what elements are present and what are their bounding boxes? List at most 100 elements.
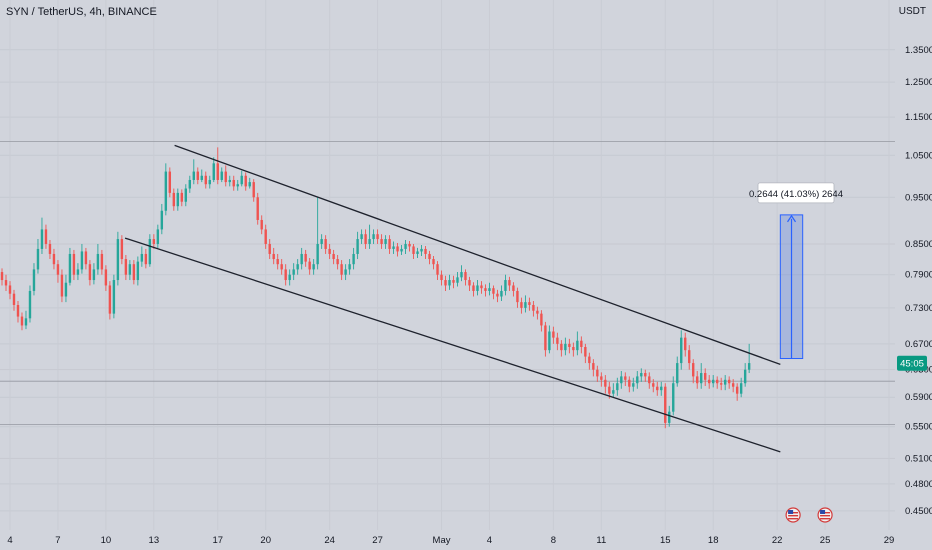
candle-body xyxy=(88,264,92,281)
candle-body xyxy=(208,179,211,185)
candle-body xyxy=(612,390,615,394)
candle-body xyxy=(604,379,607,387)
candle-body xyxy=(508,280,511,286)
candle xyxy=(308,258,311,275)
candle xyxy=(468,276,471,291)
candle xyxy=(324,235,327,254)
symbol-legend[interactable]: SYN / TetherUS, 4h, BINANCE xyxy=(6,6,157,18)
candle-body xyxy=(112,280,116,314)
candle-body xyxy=(144,253,148,265)
y-tick-label: 1.0500 xyxy=(905,150,932,161)
candle xyxy=(108,281,112,320)
candle-body xyxy=(492,288,495,294)
candle-body xyxy=(432,259,435,265)
candle xyxy=(648,372,651,389)
candle-body xyxy=(120,239,124,260)
candle-body xyxy=(664,386,667,423)
candle-body xyxy=(176,192,180,207)
candle xyxy=(380,234,383,249)
candle xyxy=(260,215,263,235)
candle xyxy=(548,325,551,354)
trend-line[interactable] xyxy=(124,237,781,453)
candle xyxy=(708,375,711,389)
candle-body xyxy=(304,253,307,262)
candle-body xyxy=(731,383,735,387)
candle-body xyxy=(380,239,383,244)
candle xyxy=(376,229,379,244)
candle-body xyxy=(464,272,467,281)
price-axis[interactable]: 1.3500 1.2500 1.1500 1.0500 0.9500 0.8500 0.79… xyxy=(897,45,932,517)
current-price-badge[interactable]: 45:05 xyxy=(897,355,927,371)
candle-body xyxy=(719,383,723,385)
candle xyxy=(304,249,307,267)
candle-body xyxy=(280,264,283,270)
candle-body xyxy=(324,239,327,249)
candle-body xyxy=(556,337,559,344)
candle-body xyxy=(727,379,731,384)
candle xyxy=(336,254,339,270)
candle-body xyxy=(204,175,207,185)
candle xyxy=(508,276,511,291)
candle-body xyxy=(360,234,363,240)
candle-body xyxy=(364,234,367,244)
candle xyxy=(248,177,251,189)
candle xyxy=(116,231,120,286)
us-flag-icon[interactable] xyxy=(785,507,801,523)
candle xyxy=(384,235,387,249)
candle xyxy=(396,242,399,257)
candle xyxy=(52,248,56,270)
measure-label-bg xyxy=(757,182,835,204)
candle-body xyxy=(272,253,275,260)
candle xyxy=(112,274,116,319)
candle xyxy=(348,259,351,275)
candle-body xyxy=(100,253,104,270)
candle xyxy=(528,297,531,311)
candle xyxy=(747,343,751,374)
candle xyxy=(688,345,691,370)
candle-body xyxy=(124,259,128,275)
candle xyxy=(72,249,76,281)
candle xyxy=(64,274,68,303)
candle-body xyxy=(436,264,439,275)
candle-body xyxy=(76,269,80,275)
candle xyxy=(496,289,499,303)
candle-body xyxy=(600,376,603,380)
candle xyxy=(484,284,487,297)
candle xyxy=(572,342,575,357)
candle-body xyxy=(276,259,279,265)
flag-stripe xyxy=(788,515,799,517)
candle-body xyxy=(684,337,687,351)
candle-body xyxy=(256,197,259,220)
candle xyxy=(448,274,451,290)
event-markers[interactable] xyxy=(785,507,833,523)
time-axis[interactable]: 4 7 10 13 17 20 24 27 May 4 8 11 15 18 22 25 29 xyxy=(7,535,894,546)
candle xyxy=(332,249,335,265)
candle-body xyxy=(60,274,64,297)
candle xyxy=(220,167,223,183)
candle xyxy=(368,224,371,249)
trend-lines[interactable] xyxy=(124,144,781,453)
candle-body xyxy=(348,264,351,270)
candle xyxy=(404,240,407,254)
candle-body xyxy=(160,210,164,230)
candle-body xyxy=(128,264,132,275)
us-flag-icon[interactable] xyxy=(817,507,833,523)
candle-body xyxy=(180,192,184,202)
y-tick-label: 0.7300 xyxy=(905,303,932,314)
y-tick-label: 0.4500 xyxy=(905,506,932,517)
candle xyxy=(704,368,707,386)
measure-tool[interactable]: 0.2644 (41.03%) 2644 xyxy=(749,182,843,360)
candle-body xyxy=(156,229,160,244)
candle xyxy=(344,264,347,281)
trend-line[interactable] xyxy=(174,144,781,366)
candle-body xyxy=(580,340,583,347)
candle-body xyxy=(672,383,675,412)
candle xyxy=(216,147,219,185)
candle-body xyxy=(552,331,555,338)
candle xyxy=(672,376,675,416)
candle-body xyxy=(524,302,527,308)
candle xyxy=(580,336,583,354)
candle xyxy=(440,270,443,286)
